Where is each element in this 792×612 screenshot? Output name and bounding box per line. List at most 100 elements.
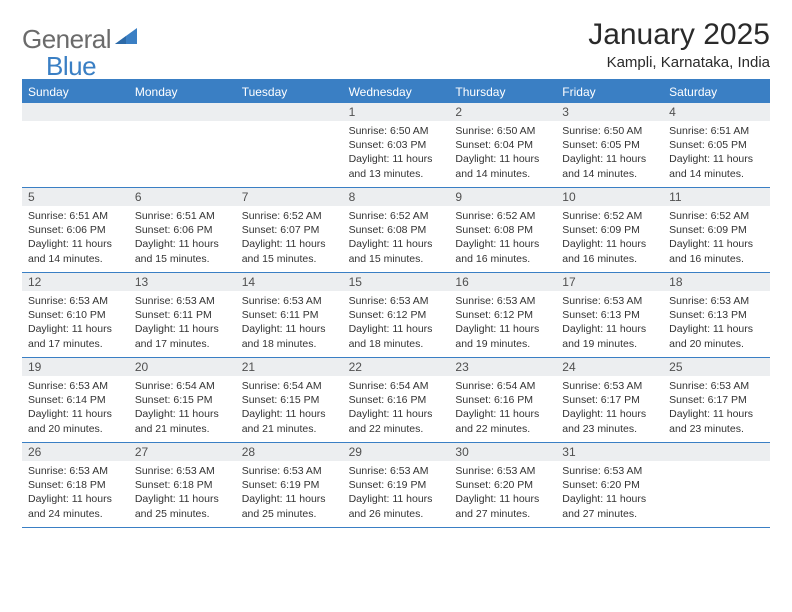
day-header: Tuesday [236, 81, 343, 103]
day-cell: 26Sunrise: 6:53 AMSunset: 6:18 PMDayligh… [22, 443, 129, 527]
day-cell: 29Sunrise: 6:53 AMSunset: 6:19 PMDayligh… [343, 443, 450, 527]
day-cell: 3Sunrise: 6:50 AMSunset: 6:05 PMDaylight… [556, 103, 663, 187]
day-cell: 5Sunrise: 6:51 AMSunset: 6:06 PMDaylight… [22, 188, 129, 272]
day-cell [663, 443, 770, 527]
day-number: 14 [236, 273, 343, 291]
day-number: 10 [556, 188, 663, 206]
day-details: Sunrise: 6:52 AMSunset: 6:07 PMDaylight:… [236, 206, 343, 270]
day-cell [22, 103, 129, 187]
day-details: Sunrise: 6:54 AMSunset: 6:15 PMDaylight:… [236, 376, 343, 440]
day-cell: 6Sunrise: 6:51 AMSunset: 6:06 PMDaylight… [129, 188, 236, 272]
week-row: 19Sunrise: 6:53 AMSunset: 6:14 PMDayligh… [22, 358, 770, 443]
day-number: 5 [22, 188, 129, 206]
day-number: 2 [449, 103, 556, 121]
day-details: Sunrise: 6:52 AMSunset: 6:08 PMDaylight:… [343, 206, 450, 270]
day-details: Sunrise: 6:51 AMSunset: 6:06 PMDaylight:… [129, 206, 236, 270]
day-details: Sunrise: 6:51 AMSunset: 6:05 PMDaylight:… [663, 121, 770, 185]
day-cell: 31Sunrise: 6:53 AMSunset: 6:20 PMDayligh… [556, 443, 663, 527]
page: General January 2025 Kampli, Karnataka, … [0, 0, 792, 546]
logo-text-2: Blue [46, 51, 96, 82]
day-details: Sunrise: 6:54 AMSunset: 6:15 PMDaylight:… [129, 376, 236, 440]
day-cell: 15Sunrise: 6:53 AMSunset: 6:12 PMDayligh… [343, 273, 450, 357]
day-cell: 10Sunrise: 6:52 AMSunset: 6:09 PMDayligh… [556, 188, 663, 272]
page-subtitle: Kampli, Karnataka, India [588, 54, 770, 71]
day-number [129, 103, 236, 121]
day-details: Sunrise: 6:53 AMSunset: 6:17 PMDaylight:… [663, 376, 770, 440]
day-header-row: Sunday Monday Tuesday Wednesday Thursday… [22, 81, 770, 103]
day-number: 18 [663, 273, 770, 291]
day-details: Sunrise: 6:53 AMSunset: 6:13 PMDaylight:… [663, 291, 770, 355]
day-cell: 23Sunrise: 6:54 AMSunset: 6:16 PMDayligh… [449, 358, 556, 442]
page-title: January 2025 [588, 18, 770, 52]
day-number [22, 103, 129, 121]
calendar: Sunday Monday Tuesday Wednesday Thursday… [22, 79, 770, 528]
day-details: Sunrise: 6:53 AMSunset: 6:12 PMDaylight:… [449, 291, 556, 355]
day-header: Friday [556, 81, 663, 103]
day-cell: 13Sunrise: 6:53 AMSunset: 6:11 PMDayligh… [129, 273, 236, 357]
day-number: 19 [22, 358, 129, 376]
day-details: Sunrise: 6:50 AMSunset: 6:04 PMDaylight:… [449, 121, 556, 185]
day-details: Sunrise: 6:53 AMSunset: 6:20 PMDaylight:… [449, 461, 556, 525]
day-number: 31 [556, 443, 663, 461]
day-cell: 24Sunrise: 6:53 AMSunset: 6:17 PMDayligh… [556, 358, 663, 442]
day-number: 29 [343, 443, 450, 461]
day-number [236, 103, 343, 121]
day-cell: 7Sunrise: 6:52 AMSunset: 6:07 PMDaylight… [236, 188, 343, 272]
day-number: 28 [236, 443, 343, 461]
day-cell: 8Sunrise: 6:52 AMSunset: 6:08 PMDaylight… [343, 188, 450, 272]
day-details: Sunrise: 6:53 AMSunset: 6:13 PMDaylight:… [556, 291, 663, 355]
day-cell: 9Sunrise: 6:52 AMSunset: 6:08 PMDaylight… [449, 188, 556, 272]
day-details: Sunrise: 6:53 AMSunset: 6:19 PMDaylight:… [236, 461, 343, 525]
day-cell: 16Sunrise: 6:53 AMSunset: 6:12 PMDayligh… [449, 273, 556, 357]
day-details: Sunrise: 6:54 AMSunset: 6:16 PMDaylight:… [343, 376, 450, 440]
day-details: Sunrise: 6:51 AMSunset: 6:06 PMDaylight:… [22, 206, 129, 270]
day-number: 16 [449, 273, 556, 291]
week-row: 1Sunrise: 6:50 AMSunset: 6:03 PMDaylight… [22, 103, 770, 188]
week-row: 26Sunrise: 6:53 AMSunset: 6:18 PMDayligh… [22, 443, 770, 528]
day-cell: 22Sunrise: 6:54 AMSunset: 6:16 PMDayligh… [343, 358, 450, 442]
day-details: Sunrise: 6:53 AMSunset: 6:12 PMDaylight:… [343, 291, 450, 355]
day-cell: 4Sunrise: 6:51 AMSunset: 6:05 PMDaylight… [663, 103, 770, 187]
day-cell: 20Sunrise: 6:54 AMSunset: 6:15 PMDayligh… [129, 358, 236, 442]
day-number: 3 [556, 103, 663, 121]
day-header: Saturday [663, 81, 770, 103]
day-header: Monday [129, 81, 236, 103]
day-number: 6 [129, 188, 236, 206]
day-cell: 17Sunrise: 6:53 AMSunset: 6:13 PMDayligh… [556, 273, 663, 357]
day-details: Sunrise: 6:50 AMSunset: 6:03 PMDaylight:… [343, 121, 450, 185]
day-number: 12 [22, 273, 129, 291]
day-cell: 27Sunrise: 6:53 AMSunset: 6:18 PMDayligh… [129, 443, 236, 527]
day-details: Sunrise: 6:52 AMSunset: 6:09 PMDaylight:… [663, 206, 770, 270]
day-details: Sunrise: 6:53 AMSunset: 6:17 PMDaylight:… [556, 376, 663, 440]
day-details: Sunrise: 6:50 AMSunset: 6:05 PMDaylight:… [556, 121, 663, 185]
day-details: Sunrise: 6:53 AMSunset: 6:20 PMDaylight:… [556, 461, 663, 525]
day-cell [129, 103, 236, 187]
day-number: 1 [343, 103, 450, 121]
title-block: January 2025 Kampli, Karnataka, India [588, 18, 770, 71]
day-details: Sunrise: 6:54 AMSunset: 6:16 PMDaylight:… [449, 376, 556, 440]
weeks-container: 1Sunrise: 6:50 AMSunset: 6:03 PMDaylight… [22, 103, 770, 528]
day-number: 23 [449, 358, 556, 376]
day-number: 4 [663, 103, 770, 121]
logo: General [22, 18, 139, 55]
day-number: 26 [22, 443, 129, 461]
day-cell: 30Sunrise: 6:53 AMSunset: 6:20 PMDayligh… [449, 443, 556, 527]
day-cell: 28Sunrise: 6:53 AMSunset: 6:19 PMDayligh… [236, 443, 343, 527]
day-number: 20 [129, 358, 236, 376]
day-cell: 12Sunrise: 6:53 AMSunset: 6:10 PMDayligh… [22, 273, 129, 357]
day-cell: 18Sunrise: 6:53 AMSunset: 6:13 PMDayligh… [663, 273, 770, 357]
day-cell: 11Sunrise: 6:52 AMSunset: 6:09 PMDayligh… [663, 188, 770, 272]
header: General January 2025 Kampli, Karnataka, … [22, 18, 770, 71]
day-details: Sunrise: 6:53 AMSunset: 6:19 PMDaylight:… [343, 461, 450, 525]
day-number: 9 [449, 188, 556, 206]
day-number: 27 [129, 443, 236, 461]
day-cell: 25Sunrise: 6:53 AMSunset: 6:17 PMDayligh… [663, 358, 770, 442]
day-number: 15 [343, 273, 450, 291]
day-number: 13 [129, 273, 236, 291]
day-number: 30 [449, 443, 556, 461]
logo-triangle-icon [115, 28, 137, 51]
day-cell: 14Sunrise: 6:53 AMSunset: 6:11 PMDayligh… [236, 273, 343, 357]
day-details: Sunrise: 6:53 AMSunset: 6:10 PMDaylight:… [22, 291, 129, 355]
day-cell: 19Sunrise: 6:53 AMSunset: 6:14 PMDayligh… [22, 358, 129, 442]
day-header: Sunday [22, 81, 129, 103]
